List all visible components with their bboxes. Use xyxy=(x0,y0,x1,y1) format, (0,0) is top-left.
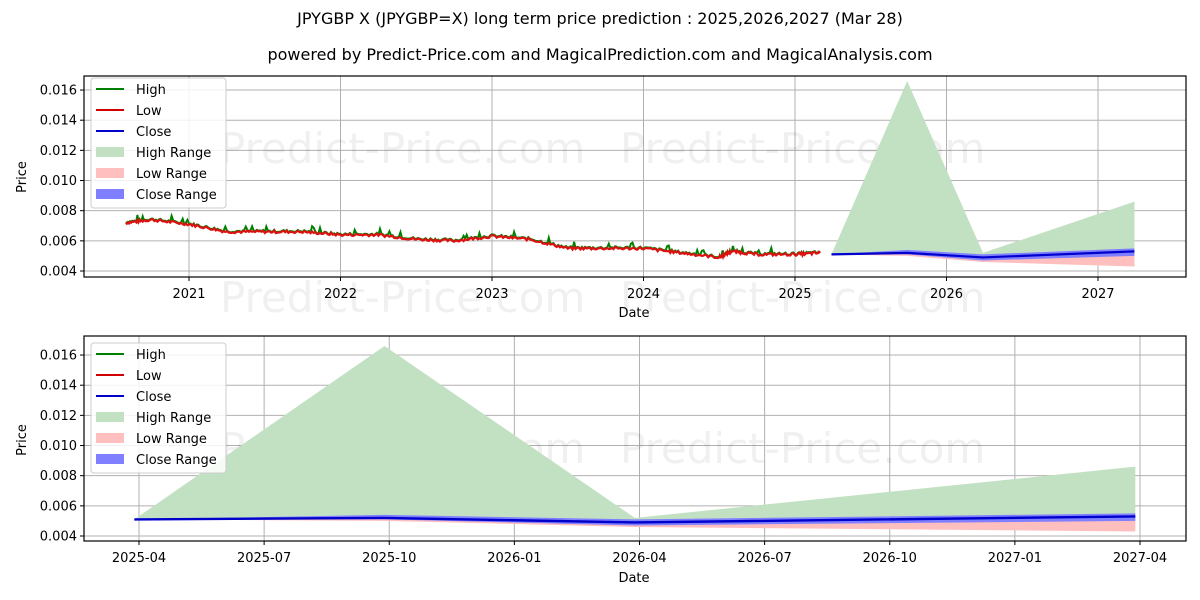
watermark: Predict-Price.com xyxy=(220,273,585,322)
x-tick-label: 2026-10 xyxy=(863,551,917,566)
y-tick-label: 0.012 xyxy=(40,409,77,424)
high-line xyxy=(125,212,820,259)
y-tick-label: 0.016 xyxy=(40,84,77,99)
legend-patch-high-range-icon xyxy=(96,147,124,157)
legend-label: High xyxy=(136,348,166,363)
legend-label: Close Range xyxy=(136,453,217,468)
x-tick-label: 2024 xyxy=(627,287,660,302)
y-tick-label: 0.016 xyxy=(40,349,77,364)
top-chart: Predict-Price.com Predict-Price.com Pred… xyxy=(15,75,1187,322)
legend-label: High xyxy=(136,83,166,98)
top-grid xyxy=(84,76,1186,277)
x-tick-label: 2026-01 xyxy=(487,551,541,566)
legend-box xyxy=(90,342,227,474)
bottom-y-axis: 0.004 0.006 0.008 0.010 0.012 0.014 0.016 xyxy=(40,349,84,545)
legend-patch-low-range-icon xyxy=(96,433,124,443)
x-tick-label: 2026 xyxy=(930,287,963,302)
legend-label: Close Range xyxy=(136,188,217,203)
x-tick-label: 2026-07 xyxy=(737,551,791,566)
close-range-area xyxy=(831,248,1135,261)
bottom-x-axis: 2025-04 2025-07 2025-10 2026-01 2026-04 2026-… xyxy=(112,541,1167,566)
bottom-y-axis-label: Price xyxy=(15,424,30,456)
y-tick-label: 0.008 xyxy=(40,204,77,219)
x-tick-label: 2026-04 xyxy=(612,551,666,566)
chart-title: JPYGBP X (JPYGBP=X) long term price pred… xyxy=(297,9,903,28)
y-tick-label: 0.014 xyxy=(40,379,77,394)
x-tick-label: 2027 xyxy=(1081,287,1114,302)
x-tick-label: 2027-01 xyxy=(988,551,1042,566)
top-y-axis: 0.004 0.006 0.008 0.010 0.012 0.014 0.016 xyxy=(40,84,84,280)
watermark: Predict-Price.com xyxy=(620,273,985,322)
y-tick-label: 0.014 xyxy=(40,114,77,129)
legend-label: Close xyxy=(136,125,171,140)
x-tick-label: 2022 xyxy=(324,287,357,302)
y-tick-label: 0.008 xyxy=(40,469,77,484)
high-range-area xyxy=(134,345,1136,523)
y-tick-label: 0.004 xyxy=(40,265,77,280)
watermark: Predict-Price.com xyxy=(220,124,585,173)
top-axes-frame xyxy=(83,75,1187,278)
y-tick-label: 0.006 xyxy=(40,234,77,249)
legend-label: High Range xyxy=(136,411,211,426)
close-range-area xyxy=(134,513,1136,526)
x-tick-label: 2025-04 xyxy=(112,551,166,566)
legend-label: Low xyxy=(136,104,162,119)
legend-patch-close-range-icon xyxy=(96,454,124,464)
top-y-axis-label: Price xyxy=(15,161,30,193)
x-tick-label: 2025 xyxy=(778,287,811,302)
bottom-chart: Predict-Price.com Predict-Price.com 0.00… xyxy=(15,335,1187,586)
y-tick-label: 0.004 xyxy=(40,530,77,545)
high-range-area xyxy=(831,80,1135,258)
legend-patch-low-range-icon xyxy=(96,168,124,178)
x-tick-label: 2025-07 xyxy=(237,551,291,566)
y-tick-label: 0.010 xyxy=(40,174,77,189)
low-line xyxy=(125,217,822,261)
x-tick-label: 2021 xyxy=(172,287,205,302)
close-line xyxy=(831,250,1135,259)
top-x-axis-label: Date xyxy=(618,306,649,321)
bottom-axes-frame xyxy=(83,335,1187,542)
legend-patch-high-range-icon xyxy=(96,412,124,422)
x-tick-label: 2023 xyxy=(475,287,508,302)
legend-label: Low xyxy=(136,369,162,384)
y-tick-label: 0.006 xyxy=(40,499,77,514)
chart-subtitle: powered by Predict-Price.com and Magical… xyxy=(267,45,933,64)
legend-box xyxy=(90,77,227,209)
y-tick-label: 0.012 xyxy=(40,144,77,159)
legend-label: Low Range xyxy=(136,432,207,447)
x-tick-label: 2027-04 xyxy=(1113,551,1167,566)
bottom-x-axis-label: Date xyxy=(618,571,649,586)
bottom-legend: High Low Close High Range Low Range Close Ran… xyxy=(90,342,227,474)
legend-label: Close xyxy=(136,390,171,405)
x-tick-label: 2025-10 xyxy=(362,551,416,566)
legend-patch-close-range-icon xyxy=(96,189,124,199)
top-x-axis: 2021 2022 2023 2024 2025 2026 2027 xyxy=(172,277,1115,302)
top-legend: High Low Close High Range Low Range Close Ran… xyxy=(90,77,227,209)
legend-label: High Range xyxy=(136,146,211,161)
watermark: Predict-Price.com xyxy=(620,424,985,473)
legend-label: Low Range xyxy=(136,167,207,182)
y-tick-label: 0.010 xyxy=(40,439,77,454)
close-line xyxy=(134,515,1136,524)
